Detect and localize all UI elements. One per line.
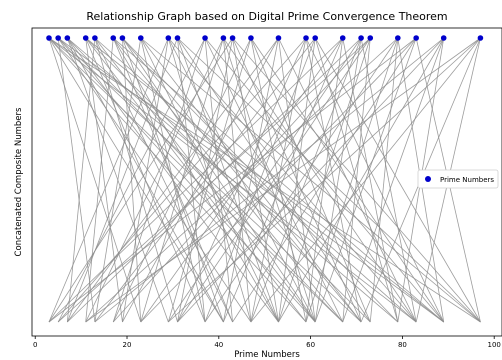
chart-title: Relationship Graph based on Digital Prim… bbox=[86, 10, 447, 23]
edge-line bbox=[48, 37, 169, 323]
edge-line bbox=[314, 37, 362, 323]
edge-line bbox=[223, 37, 279, 323]
prime-point bbox=[64, 35, 71, 41]
edge-line bbox=[177, 37, 279, 323]
edge-line bbox=[85, 37, 399, 323]
edge-line bbox=[57, 37, 316, 323]
edge-line bbox=[250, 37, 362, 323]
edge-line bbox=[57, 37, 96, 323]
x-tick-label: 20 bbox=[123, 341, 132, 349]
prime-point bbox=[55, 35, 61, 41]
prime-point bbox=[303, 35, 309, 41]
prime-point bbox=[248, 35, 254, 41]
edge-line bbox=[177, 37, 445, 323]
edge-line bbox=[112, 37, 206, 323]
edge-line bbox=[57, 37, 371, 323]
edge-line bbox=[305, 37, 399, 323]
legend-marker bbox=[425, 176, 431, 182]
edge-line bbox=[122, 37, 279, 323]
edge-line bbox=[66, 37, 178, 323]
edge-line bbox=[369, 37, 399, 323]
prime-point bbox=[477, 35, 484, 41]
prime-point bbox=[174, 35, 181, 41]
prime-point bbox=[440, 35, 447, 41]
edge-line bbox=[250, 37, 481, 323]
prime-point bbox=[137, 35, 144, 41]
plot-frame bbox=[31, 27, 502, 337]
edge-line bbox=[342, 37, 445, 323]
prime-point bbox=[229, 35, 236, 41]
x-axis: 0 20 40 60 80 100 bbox=[33, 336, 501, 349]
edge-line bbox=[278, 37, 417, 323]
prime-point bbox=[82, 35, 89, 41]
edge-line bbox=[85, 37, 481, 323]
edge-line bbox=[94, 37, 316, 323]
edge-line bbox=[48, 37, 344, 323]
point-layer bbox=[46, 35, 484, 41]
edge-line bbox=[66, 37, 96, 323]
prime-point bbox=[92, 35, 98, 41]
edge-line bbox=[167, 37, 362, 323]
edge-line bbox=[122, 37, 169, 323]
prime-point bbox=[275, 35, 282, 41]
edge-line bbox=[167, 37, 252, 323]
edge-line bbox=[57, 37, 206, 323]
prime-point bbox=[202, 35, 208, 41]
x-tick-label: 100 bbox=[488, 341, 501, 349]
edge-line bbox=[94, 37, 444, 323]
prime-point bbox=[119, 35, 126, 41]
prime-point bbox=[110, 35, 117, 41]
edge-line bbox=[67, 37, 279, 323]
edge-line bbox=[232, 37, 279, 323]
prime-point bbox=[358, 35, 364, 41]
edge-line bbox=[57, 37, 307, 323]
y-axis-label: Concatenated Composite Numbers bbox=[14, 107, 24, 256]
x-tick-label: 40 bbox=[214, 341, 223, 349]
edge-line bbox=[204, 37, 316, 323]
prime-point bbox=[312, 35, 318, 41]
edge-line bbox=[177, 37, 371, 323]
edge-layer bbox=[48, 37, 481, 323]
edge-line bbox=[85, 37, 114, 323]
edge-line bbox=[140, 37, 417, 323]
edge-line bbox=[342, 37, 399, 323]
prime-point bbox=[367, 35, 374, 41]
edge-line bbox=[48, 37, 233, 323]
prime-point bbox=[46, 35, 52, 41]
edge-line bbox=[278, 37, 445, 323]
x-tick-label: 60 bbox=[306, 341, 315, 349]
edge-line bbox=[85, 37, 224, 323]
edge-line bbox=[94, 37, 178, 323]
prime-point bbox=[413, 35, 419, 41]
x-tick-label: 0 bbox=[33, 341, 37, 349]
x-tick-label: 80 bbox=[398, 341, 407, 349]
legend-box bbox=[417, 169, 499, 189]
legend-label: Prime Numbers bbox=[440, 176, 494, 184]
x-axis-label: Prime Numbers bbox=[234, 350, 300, 360]
legend: Prime Numbers bbox=[417, 169, 499, 189]
prime-point bbox=[220, 35, 227, 41]
edge-line bbox=[48, 37, 417, 323]
edge-line bbox=[168, 37, 481, 323]
edge-line bbox=[305, 37, 362, 323]
prime-point bbox=[165, 35, 172, 41]
edge-line bbox=[204, 37, 399, 323]
prime-point bbox=[395, 35, 401, 41]
prime-point bbox=[339, 35, 346, 41]
